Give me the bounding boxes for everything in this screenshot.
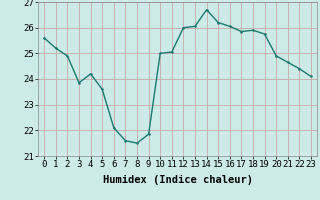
X-axis label: Humidex (Indice chaleur): Humidex (Indice chaleur)	[103, 175, 252, 185]
